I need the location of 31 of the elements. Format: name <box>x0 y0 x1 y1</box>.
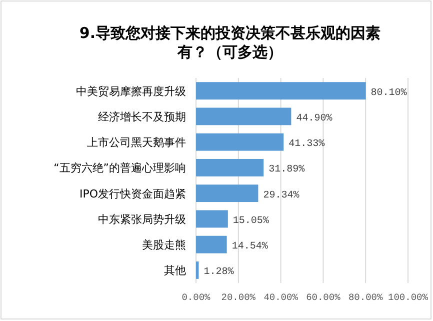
bar <box>196 210 228 228</box>
x-tick-label: 20.00% <box>221 292 256 303</box>
x-tick-label: 80.00% <box>348 292 383 303</box>
y-tick-label: 经济增长不及预期 <box>98 110 186 124</box>
bar <box>196 133 284 151</box>
bar <box>196 82 366 100</box>
data-label: 14.54% <box>232 242 268 253</box>
y-tick-label: “五穷六绝”的普遍心理影响 <box>54 162 186 175</box>
y-tick-label: IPO发行快资金面趋紧 <box>79 187 186 200</box>
x-tick-label: 100.00% <box>388 292 428 303</box>
data-label: 31.89% <box>268 164 305 176</box>
y-tick-label: 中美贸易摩擦再度升级 <box>76 84 186 98</box>
bar <box>196 158 264 176</box>
data-label: 80.10% <box>370 88 407 99</box>
bar <box>196 236 227 254</box>
data-label: 15.05% <box>232 216 269 227</box>
x-tick-label: 0.00% <box>182 292 211 303</box>
y-tick-label: 中东紧张局势升级 <box>98 212 186 226</box>
bar <box>196 108 292 126</box>
data-label: 41.33% <box>288 139 325 150</box>
y-tick-label: 上市公司黑天鹅事件 <box>87 136 186 150</box>
bar <box>196 184 258 202</box>
data-label: 44.90% <box>296 113 332 124</box>
data-label: 1.28% <box>204 267 234 278</box>
chart-title: 9.导致您对接下来的投资决策不甚乐观的因素有？（可多选） <box>79 24 381 61</box>
bar <box>196 261 199 279</box>
y-tick-label: 其他 <box>164 264 186 278</box>
data-label: 29.34% <box>263 190 300 202</box>
x-tick-label: 60.00% <box>306 292 341 303</box>
x-tick-label: 40.00% <box>264 292 298 303</box>
y-tick-label: 美股走熊 <box>142 238 186 252</box>
